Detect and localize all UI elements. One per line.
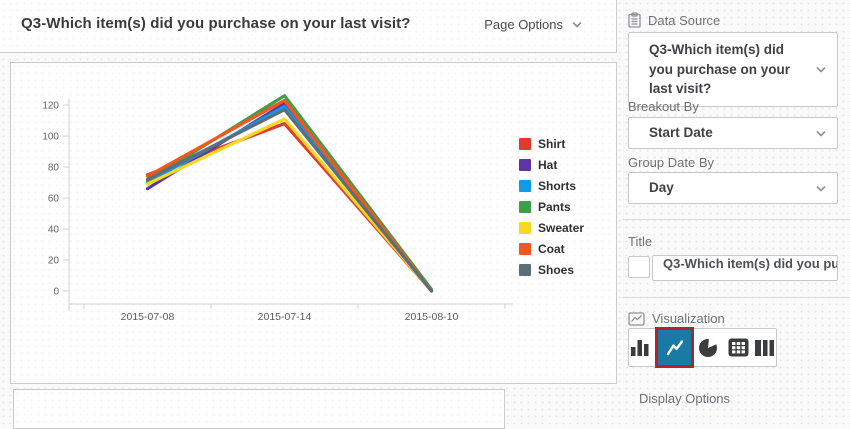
legend-swatch — [519, 180, 531, 192]
series-line-shoes — [145, 108, 434, 293]
legend-label: Shirt — [538, 137, 566, 151]
viz-bar-chart-button[interactable] — [629, 329, 651, 366]
line-chart-icon — [666, 339, 683, 355]
x-axis-tick-label: 2015-08-10 — [405, 311, 459, 323]
line-chart: 0 20 40 60 80 100 120 2015-07-08 2015-07-14 2015-… — [42, 94, 513, 323]
chart-panel: 0 20 40 60 80 100 120 2015-07-08 2015-07-14 2015-… — [10, 62, 617, 384]
y-axis-tick-label: 60 — [48, 194, 60, 205]
divider — [623, 297, 850, 298]
y-axis-tick-label: 20 — [48, 256, 60, 267]
y-axis-tick-label: 80 — [48, 163, 60, 174]
series-line-shirt — [145, 121, 434, 293]
breakout-by-dropdown[interactable]: Start Date — [628, 117, 838, 149]
page-options-label: Page Options — [484, 17, 563, 32]
viz-column-chart-button[interactable] — [754, 329, 776, 366]
y-axis-tick-label: 100 — [42, 132, 59, 143]
viz-line-chart-button[interactable] — [658, 330, 692, 365]
chevron-down-icon — [816, 67, 826, 73]
legend-swatch — [519, 159, 531, 171]
chevron-down-icon — [816, 185, 826, 192]
chart-legend: Shirt Hat Shorts Pants Sweater Coat Shoes — [519, 137, 584, 277]
viz-data-table-button[interactable] — [728, 329, 750, 366]
title-section-label: Title — [628, 234, 653, 249]
chart-frame-icon — [628, 311, 645, 326]
legend-label: Sweater — [538, 221, 585, 235]
legend-label: Coat — [538, 242, 565, 256]
y-axis-tick-label: 0 — [53, 287, 59, 298]
visualization-picker — [628, 327, 777, 368]
visualization-section-label: Visualization — [628, 311, 725, 326]
pie-chart-icon — [699, 337, 719, 357]
legend-item[interactable]: Coat — [519, 242, 584, 256]
selected-visualization-highlight — [655, 327, 695, 368]
legend-item[interactable]: Shorts — [519, 179, 584, 193]
legend-item[interactable]: Pants — [519, 200, 584, 214]
chevron-down-icon — [572, 21, 582, 28]
x-axis-tick-label: 2015-07-08 — [121, 311, 175, 323]
column-chart-icon — [754, 339, 774, 356]
page-options-button[interactable]: Page Options — [484, 17, 582, 32]
group-date-by-label: Group Date By — [628, 155, 714, 170]
legend-label: Hat — [538, 158, 558, 172]
settings-sidebar: Data Source Q3-Which item(s) did you pur… — [620, 0, 850, 410]
series-line-sweater — [145, 117, 434, 293]
display-options-label: Display Options — [639, 391, 731, 406]
title-checkbox[interactable] — [628, 256, 650, 278]
bar-chart-icon — [631, 339, 649, 356]
x-axis-tick-label: 2015-07-14 — [258, 311, 312, 323]
legend-item[interactable]: Sweater — [519, 221, 584, 235]
data-source-value: Q3-Which item(s) did you purchase on you… — [649, 42, 791, 97]
breakout-by-label: Breakout By — [628, 99, 699, 114]
legend-label: Pants — [538, 200, 571, 214]
data-source-section-label: Data Source — [628, 12, 720, 28]
group-date-by-dropdown[interactable]: Day — [628, 172, 838, 204]
legend-swatch — [519, 201, 531, 213]
legend-label: Shoes — [538, 263, 575, 277]
breakout-by-value: Start Date — [649, 125, 713, 141]
legend-swatch — [519, 138, 531, 150]
legend-swatch — [519, 222, 531, 234]
divider — [623, 219, 850, 220]
clipboard-icon — [628, 12, 641, 28]
series-line-shorts — [145, 104, 434, 293]
chevron-down-icon — [816, 130, 826, 137]
next-report-panel — [13, 389, 505, 429]
legend-item[interactable]: Shoes — [519, 263, 584, 277]
legend-swatch — [519, 243, 531, 255]
legend-item[interactable]: Shirt — [519, 137, 584, 151]
y-axis-tick-label: 120 — [42, 101, 59, 112]
group-date-by-value: Day — [649, 180, 674, 196]
legend-item[interactable]: Hat — [519, 158, 584, 172]
question-header-panel: Q3-Which item(s) did you purchase on you… — [0, 0, 617, 53]
page-title: Q3-Which item(s) did you purchase on you… — [21, 15, 411, 32]
legend-swatch — [519, 264, 531, 276]
y-axis-tick-label: 40 — [48, 225, 60, 236]
data-table-icon — [728, 338, 749, 357]
title-input[interactable]: Q3-Which item(s) did you pur — [652, 255, 838, 281]
viz-pie-chart-button[interactable] — [697, 329, 719, 366]
series-line-coat — [145, 98, 434, 293]
data-source-dropdown[interactable]: Q3-Which item(s) did you purchase on you… — [628, 32, 838, 107]
legend-label: Shorts — [538, 179, 577, 193]
